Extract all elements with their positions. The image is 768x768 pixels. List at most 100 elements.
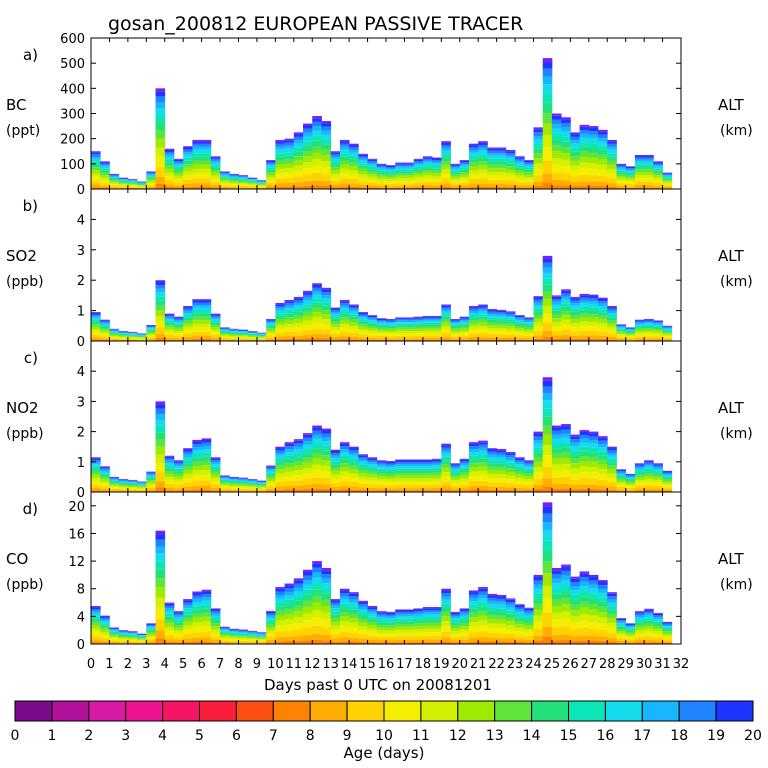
area-co-age-9 <box>413 636 424 640</box>
area-co-age-20 <box>220 626 230 628</box>
area-bc-age-14 <box>551 139 562 146</box>
area-so2-age-17 <box>579 300 590 304</box>
right-unit-label: (km) <box>720 274 753 290</box>
area-so2-age-19 <box>339 301 350 304</box>
area-no2-age-11 <box>220 485 230 487</box>
area-co-age-13 <box>625 631 636 634</box>
area-so2-age-10 <box>487 330 498 334</box>
area-bc-age-20 <box>284 138 295 141</box>
area-no2-age-14 <box>164 468 175 471</box>
area-no2-age-8 <box>247 490 258 492</box>
colorbar-tick-label: 0 <box>11 728 20 744</box>
area-so2-age-13 <box>579 313 590 318</box>
area-no2-age-15 <box>561 442 571 448</box>
area-bc-age-11 <box>173 176 184 180</box>
area-no2-age-20 <box>542 377 553 381</box>
colorbar-tick-label: 5 <box>195 728 204 744</box>
area-so2-age-20 <box>653 320 663 322</box>
y-tick-label: 500 <box>60 57 85 72</box>
area-bc-age-19 <box>459 160 470 163</box>
area-co-age-14 <box>201 608 212 613</box>
area-bc-age-12 <box>293 160 304 166</box>
area-so2-age-15 <box>210 321 221 323</box>
area-bc-age-19 <box>524 160 534 163</box>
area-bc-age-12 <box>275 164 285 169</box>
area-co-age-10 <box>478 625 488 632</box>
area-no2-age-17 <box>312 434 322 439</box>
area-co-age-17 <box>238 631 249 633</box>
area-no2-age-9 <box>598 479 608 486</box>
area-co-age-12 <box>625 633 636 636</box>
area-so2-age-14 <box>247 334 258 336</box>
area-no2-age-20 <box>496 448 507 451</box>
area-so2-age-9 <box>404 335 415 339</box>
area-co-age-14 <box>644 620 654 624</box>
area-so2-age-14 <box>579 309 590 314</box>
area-co-age-20 <box>164 602 175 604</box>
area-co-age-8 <box>459 639 470 643</box>
area-so2-age-15 <box>487 317 498 320</box>
area-co-age-12 <box>321 606 332 613</box>
area-so2-age-19 <box>533 297 544 300</box>
area-so2-age-16 <box>229 331 239 333</box>
area-co-age-7 <box>616 642 627 644</box>
area-co-age-19 <box>183 600 193 603</box>
area-no2-age-8 <box>496 486 507 490</box>
area-no2-age-18 <box>662 472 673 474</box>
area-so2-age-14 <box>386 326 396 329</box>
area-co-age-20 <box>173 611 184 613</box>
area-bc-age-15 <box>293 147 304 152</box>
area-so2-age-8 <box>441 336 451 340</box>
area-no2-age-8 <box>91 487 101 491</box>
area-co-age-9 <box>100 637 110 641</box>
area-co-age-20 <box>524 607 534 609</box>
area-bc-age-10 <box>330 176 341 181</box>
area-so2-age-8 <box>284 336 295 339</box>
area-co-age-10 <box>266 633 276 637</box>
area-bc-age-19 <box>220 171 230 173</box>
area-co-age-12 <box>459 626 470 630</box>
area-co-age-10 <box>312 617 322 626</box>
area-no2-age-11 <box>155 454 166 463</box>
area-no2-age-13 <box>459 472 470 476</box>
area-bc-age-16 <box>376 168 387 171</box>
area-bc-age-10 <box>293 170 304 177</box>
area-no2-age-16 <box>349 455 359 459</box>
area-no2-age-20 <box>303 433 313 435</box>
area-co-age-7 <box>551 640 562 644</box>
area-so2-age-15 <box>173 323 184 325</box>
area-no2-age-12 <box>404 475 415 479</box>
area-no2-age-18 <box>266 467 276 470</box>
area-no2-age-10 <box>598 474 608 480</box>
area-bc-age-11 <box>183 171 193 176</box>
area-so2-age-20 <box>395 317 405 319</box>
area-co-age-19 <box>579 573 590 578</box>
area-bc-age-15 <box>173 166 184 170</box>
area-bc-age-12 <box>367 173 378 177</box>
area-no2-age-20 <box>625 473 636 475</box>
area-so2-age-12 <box>330 324 341 328</box>
area-so2-age-14 <box>551 310 562 315</box>
area-so2-age-20 <box>478 304 488 306</box>
area-no2-age-15 <box>441 456 451 461</box>
area-bc-age-7 <box>487 186 498 189</box>
area-so2-age-9 <box>634 336 645 339</box>
area-no2-age-19 <box>118 479 129 481</box>
area-so2-age-12 <box>561 315 571 320</box>
area-co-age-19 <box>505 599 516 603</box>
area-bc-age-20 <box>432 157 442 159</box>
area-no2-age-9 <box>468 481 479 487</box>
area-bc-age-9 <box>303 174 313 182</box>
area-so2-age-20 <box>183 306 193 308</box>
area-no2-age-17 <box>533 440 544 444</box>
area-co-age-15 <box>284 599 295 605</box>
area-no2-age-10 <box>91 480 101 485</box>
area-bc-age-18 <box>312 121 322 127</box>
area-bc-age-18 <box>662 173 673 175</box>
area-so2-age-8 <box>496 337 507 340</box>
area-no2-age-12 <box>220 483 230 486</box>
area-no2-age-10 <box>542 455 553 467</box>
area-co-age-12 <box>422 625 433 629</box>
area-bc-age-7 <box>542 182 553 189</box>
area-co-age-11 <box>238 638 249 640</box>
